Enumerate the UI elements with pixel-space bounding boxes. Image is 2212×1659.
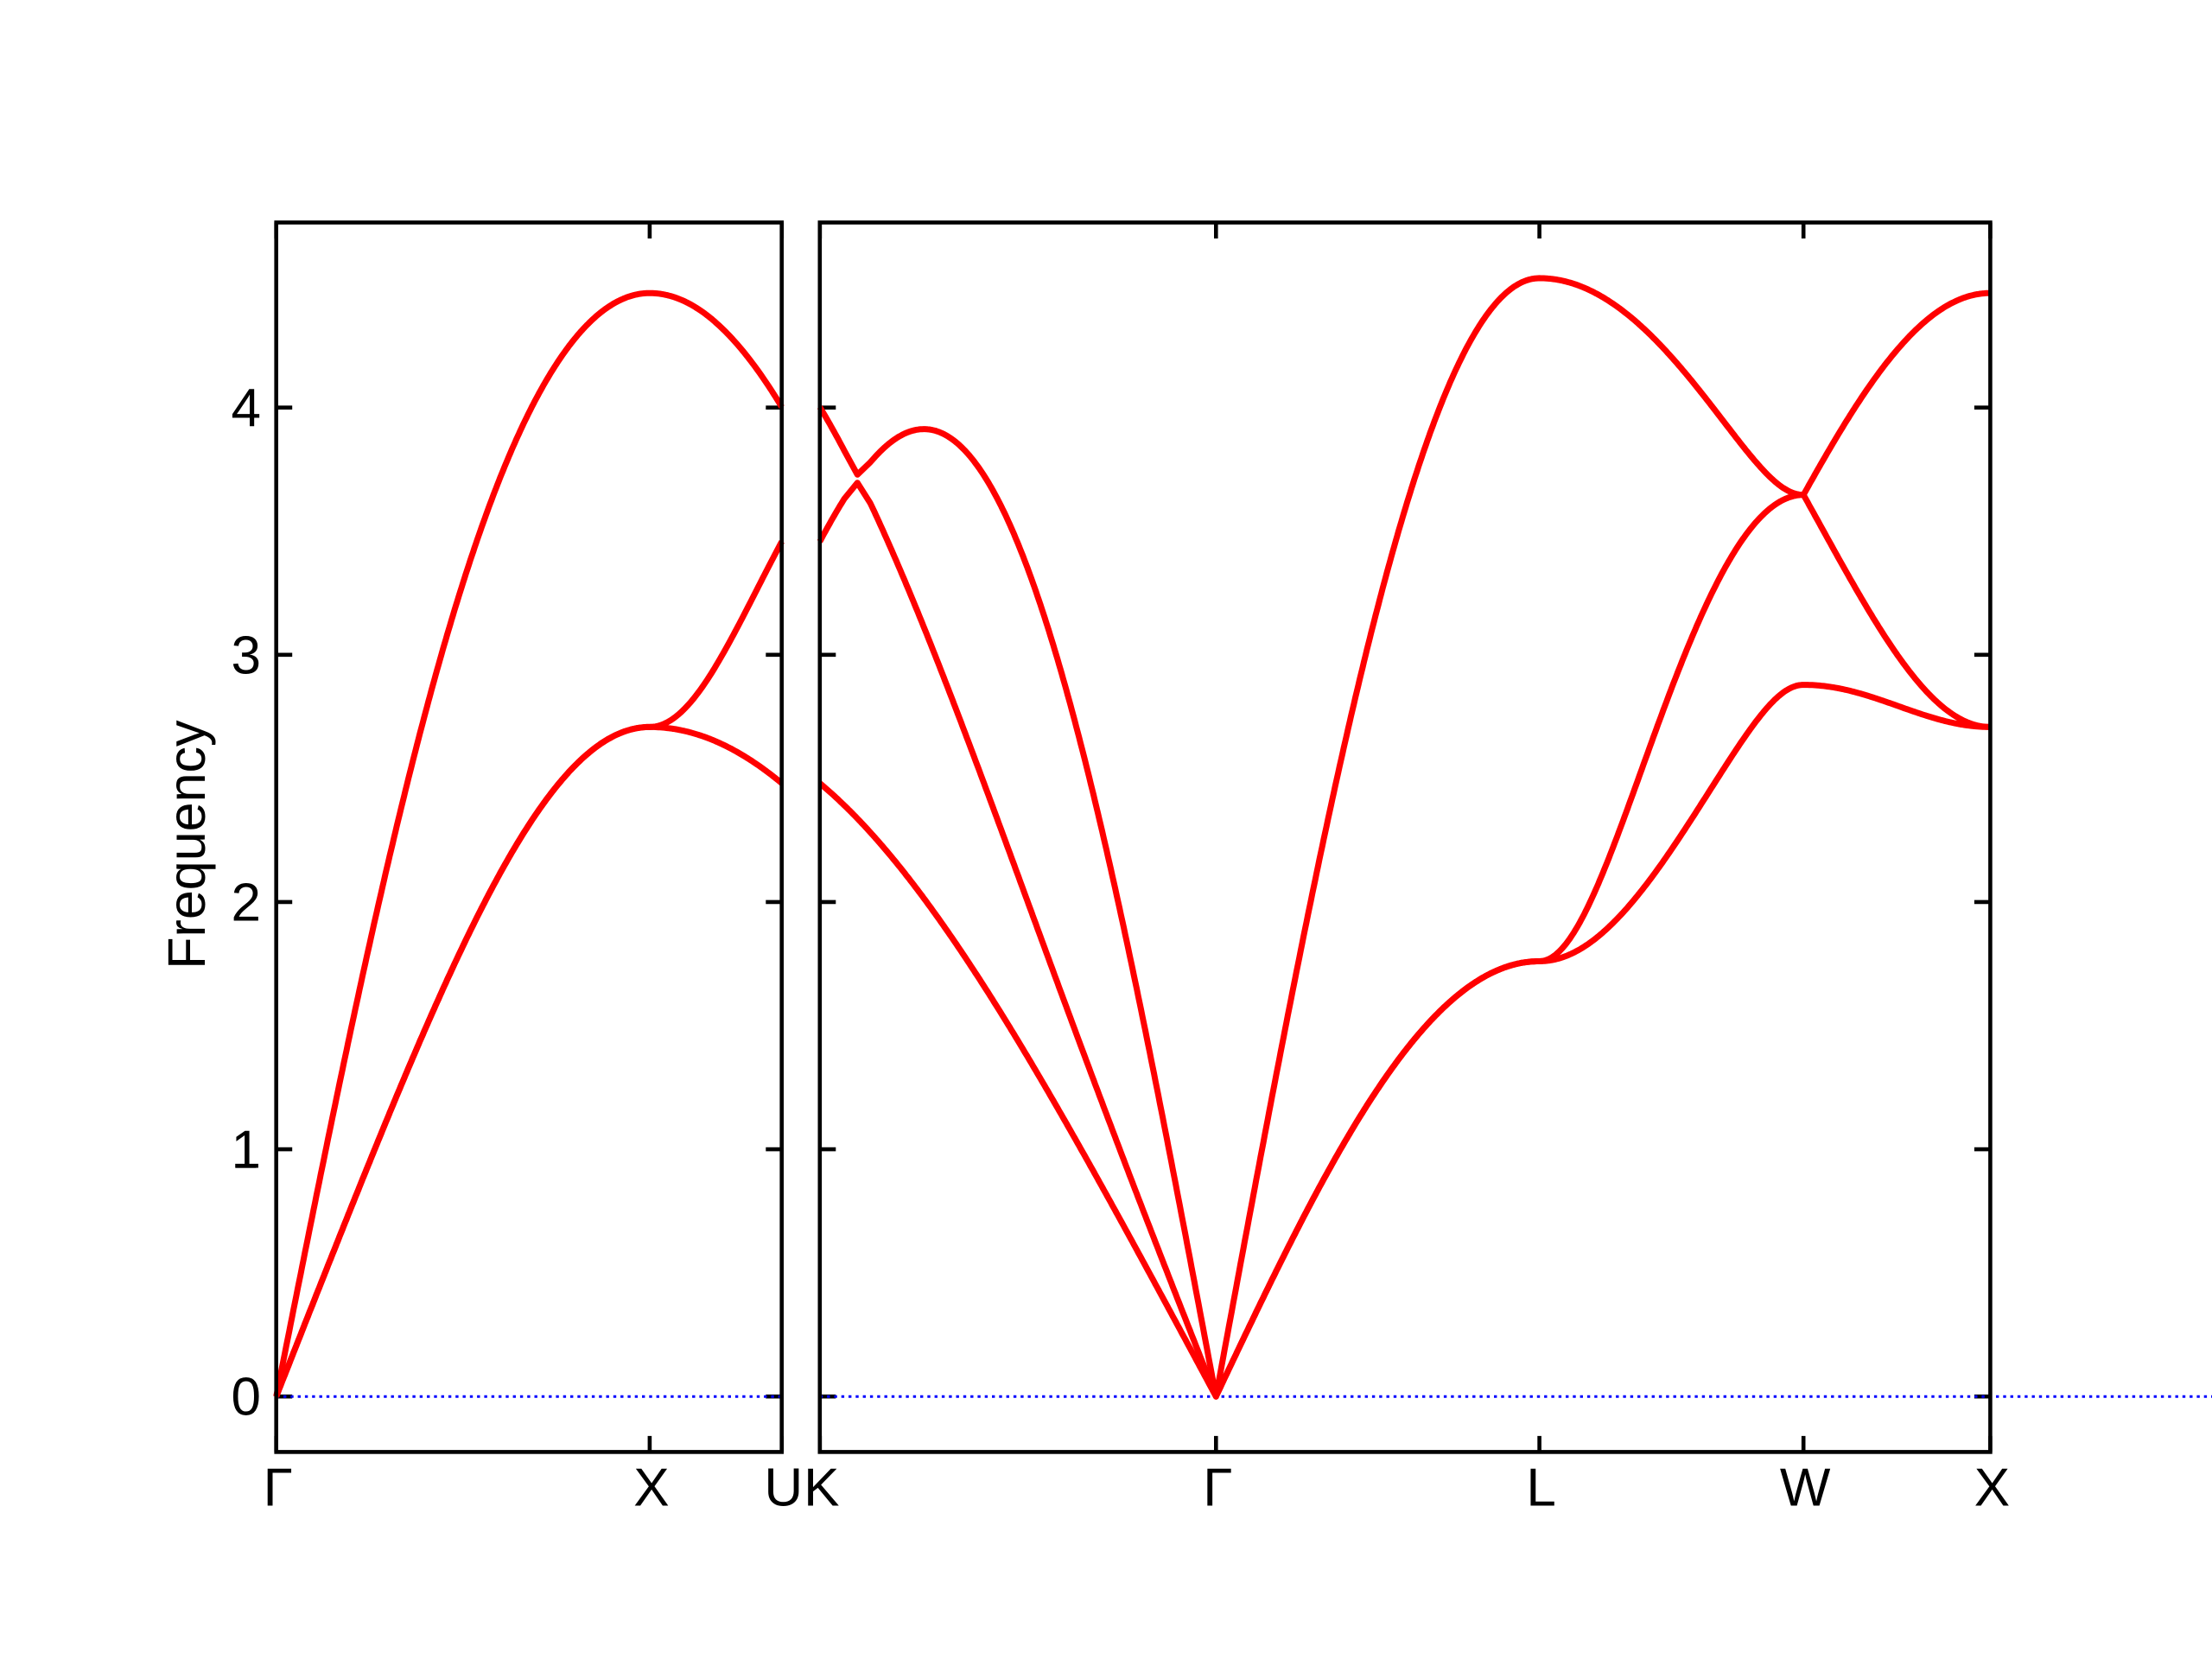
svg-text:X: X — [1974, 1459, 2010, 1518]
svg-text:Γ: Γ — [1203, 1459, 1232, 1518]
svg-text:W: W — [1780, 1459, 1831, 1518]
svg-text:2: 2 — [232, 873, 261, 932]
svg-text:1: 1 — [232, 1121, 261, 1180]
svg-text:Γ: Γ — [264, 1459, 293, 1518]
svg-text:X: X — [633, 1459, 669, 1518]
svg-text:L: L — [1526, 1459, 1555, 1518]
svg-text:Frequency: Frequency — [157, 720, 216, 969]
svg-text:K: K — [804, 1459, 839, 1518]
svg-text:3: 3 — [232, 626, 261, 685]
svg-text:0: 0 — [232, 1368, 261, 1427]
svg-text:4: 4 — [232, 378, 261, 438]
svg-text:U: U — [764, 1459, 803, 1518]
